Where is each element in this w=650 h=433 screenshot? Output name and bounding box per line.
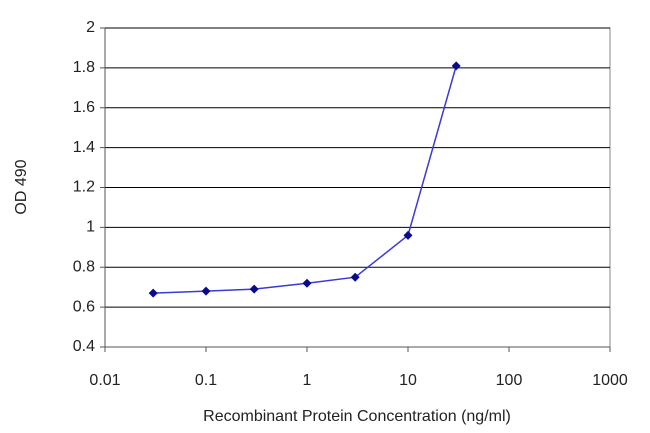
x-tick-label: 1 — [303, 372, 312, 389]
y-axis-label: OD 490 — [13, 159, 30, 214]
data-point — [302, 278, 312, 288]
x-axis-label: Recombinant Protein Concentration (ng/ml… — [203, 408, 511, 425]
y-tick-label: 1 — [86, 219, 95, 236]
x-tick-label: 1000 — [592, 372, 628, 389]
y-tick-label: 1.2 — [73, 179, 95, 196]
y-tick-label: 0.8 — [73, 258, 95, 275]
y-tick-label: 1.4 — [73, 139, 95, 156]
data-point — [148, 288, 158, 298]
data-point — [451, 61, 461, 71]
x-tick-label: 10 — [399, 372, 417, 389]
data-point — [201, 286, 211, 296]
x-tick-label: 0.1 — [195, 372, 217, 389]
x-tick-label: 100 — [496, 372, 523, 389]
y-tick-label: 1.6 — [73, 99, 95, 116]
y-tick-label: 0.6 — [73, 298, 95, 315]
x-tick-label: 0.01 — [89, 372, 120, 389]
data-point — [249, 284, 259, 294]
y-tick-label: 2 — [86, 19, 95, 36]
data-point — [350, 272, 360, 282]
y-tick-label: 1.8 — [73, 59, 95, 76]
data-point — [403, 230, 413, 240]
y-tick-label: 0.4 — [73, 338, 95, 355]
